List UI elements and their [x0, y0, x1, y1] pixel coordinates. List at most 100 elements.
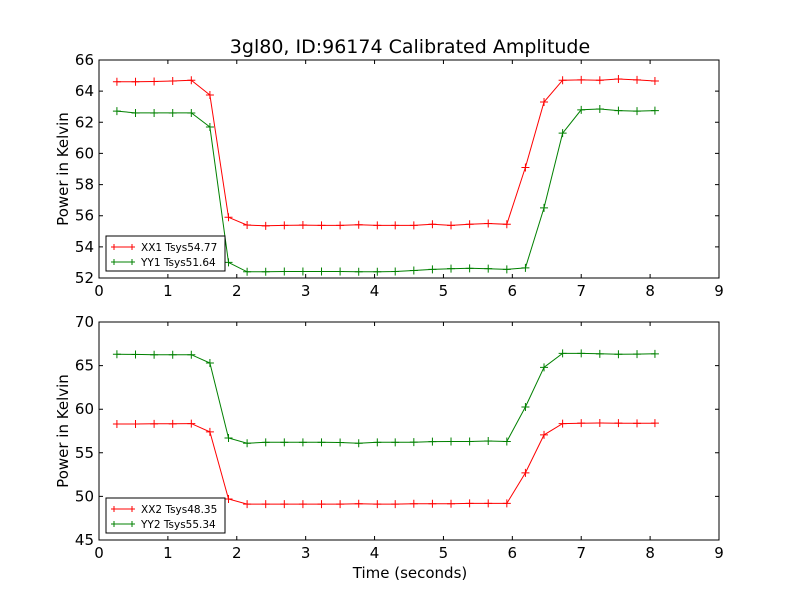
data-point-marker — [280, 267, 289, 276]
data-point-marker — [243, 500, 252, 509]
y-axis-label: Power in Kelvin — [54, 374, 72, 488]
data-point-marker — [112, 350, 121, 359]
data-point-marker — [650, 349, 659, 358]
x-tick-label: 1 — [163, 544, 173, 562]
data-point-marker — [150, 108, 159, 117]
data-point-marker — [633, 75, 642, 84]
data-point-marker — [131, 108, 140, 117]
data-point-marker — [298, 500, 307, 509]
x-tick-label: 7 — [576, 544, 586, 562]
data-point-marker — [558, 419, 567, 428]
data-point-marker — [521, 403, 530, 412]
data-point-marker — [502, 220, 511, 229]
data-point-marker — [131, 420, 140, 429]
legend: XX2 Tsys48.35 YY2 Tsys55.34 — [105, 497, 226, 534]
data-point-marker — [391, 500, 400, 509]
x-tick-label: 7 — [576, 282, 586, 300]
data-point-marker — [112, 77, 121, 86]
data-point-marker — [428, 265, 437, 274]
data-point-marker — [373, 221, 382, 230]
data-point-marker — [409, 221, 418, 230]
x-tick-label: 6 — [508, 282, 518, 300]
data-point-marker — [150, 77, 159, 86]
data-point-marker — [354, 267, 363, 276]
data-point-marker — [558, 76, 567, 85]
data-point-marker — [521, 468, 530, 477]
axes-frame — [98, 59, 720, 279]
data-point-marker — [187, 419, 196, 428]
y-tick-label: 70 — [75, 313, 94, 331]
x-tick-label: 0 — [94, 544, 104, 562]
data-point-marker — [484, 437, 493, 446]
x-axis-label: Time (seconds) — [352, 564, 468, 582]
data-point-marker — [168, 419, 177, 428]
y-tick-label: 55 — [75, 444, 94, 462]
data-point-marker — [633, 350, 642, 359]
x-tick-label: 4 — [370, 282, 380, 300]
data-point-marker — [373, 438, 382, 447]
data-point-marker — [465, 220, 474, 229]
data-point-marker — [650, 106, 659, 115]
data-point-marker — [484, 499, 493, 508]
data-point-marker — [540, 203, 549, 212]
data-point-marker — [280, 221, 289, 230]
data-point-marker — [373, 267, 382, 276]
y-tick-label: 66 — [75, 51, 94, 69]
data-point-marker — [465, 264, 474, 273]
data-point-marker — [205, 358, 214, 367]
y-tick-label: 62 — [75, 113, 94, 131]
data-point-marker — [336, 267, 345, 276]
data-point-marker — [224, 258, 233, 267]
data-point-marker — [465, 437, 474, 446]
x-tick-label: 5 — [439, 282, 449, 300]
x-tick-label: 2 — [232, 544, 242, 562]
data-point-marker — [558, 349, 567, 358]
data-point-marker — [595, 349, 604, 358]
data-point-marker — [614, 106, 623, 115]
series-line-2 — [116, 108, 655, 273]
data-point-marker — [428, 437, 437, 446]
data-point-marker — [298, 267, 307, 276]
data-point-marker — [614, 74, 623, 83]
data-point-marker — [502, 265, 511, 274]
data-point-marker — [595, 105, 604, 114]
data-point-marker — [224, 433, 233, 442]
data-point-marker — [354, 220, 363, 229]
data-point-marker — [224, 495, 233, 504]
data-point-marker — [243, 439, 252, 448]
legend-swatch — [111, 521, 135, 527]
x-tick-label: 8 — [645, 282, 655, 300]
y-tick-label: 45 — [75, 531, 94, 549]
x-tick-label: 6 — [508, 544, 518, 562]
data-point-marker — [409, 438, 418, 447]
x-tick-label: 9 — [714, 544, 724, 562]
legend-swatch — [111, 259, 135, 265]
data-point-marker — [187, 350, 196, 359]
legend-label: XX1 Tsys54.77 — [141, 242, 217, 254]
data-point-marker — [336, 438, 345, 447]
data-point-marker — [131, 77, 140, 86]
legend-swatch — [111, 506, 135, 512]
data-point-marker — [633, 419, 642, 428]
x-tick-label: 4 — [370, 544, 380, 562]
data-point-marker — [354, 499, 363, 508]
legend-box — [105, 497, 226, 534]
data-point-marker — [521, 263, 530, 272]
data-point-marker — [540, 430, 549, 439]
data-point-marker — [614, 419, 623, 428]
axes-frame — [98, 321, 720, 541]
x-tick-label: 9 — [714, 282, 724, 300]
data-point-marker — [280, 438, 289, 447]
data-point-marker — [650, 419, 659, 428]
data-point-marker — [484, 219, 493, 228]
data-point-marker — [391, 267, 400, 276]
x-tick-label: 8 — [645, 544, 655, 562]
data-point-marker — [317, 221, 326, 230]
data-point-marker — [447, 437, 456, 446]
y-tick-label: 60 — [75, 144, 94, 162]
data-point-marker — [261, 438, 270, 447]
data-point-marker — [465, 499, 474, 508]
data-point-marker — [447, 221, 456, 230]
